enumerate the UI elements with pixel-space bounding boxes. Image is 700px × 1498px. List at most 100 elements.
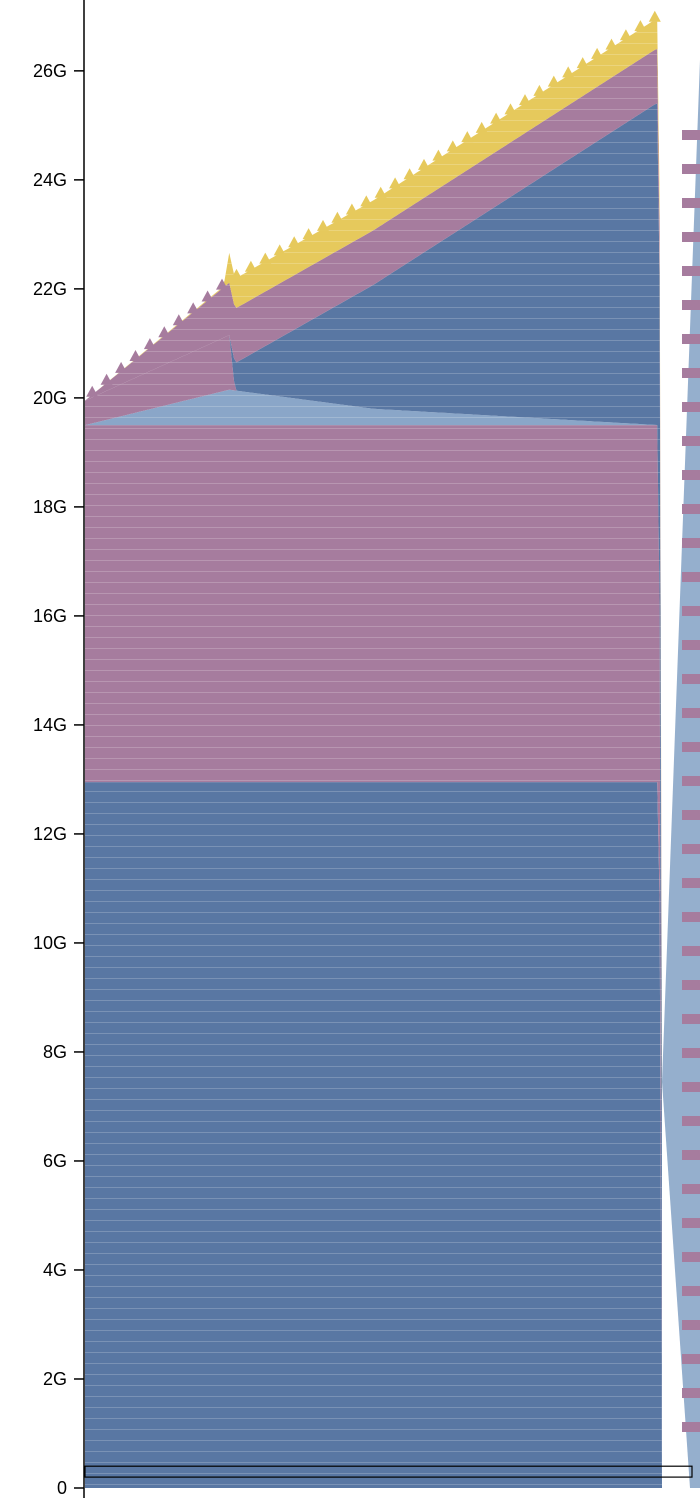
overflow-band	[682, 606, 700, 616]
y-tick-label: 4G	[43, 1260, 67, 1280]
top-spike	[129, 350, 142, 361]
top-spike	[345, 203, 358, 215]
top-spike	[504, 103, 517, 115]
overflow-band	[682, 742, 700, 752]
overflow-band	[682, 1422, 700, 1432]
overflow-band	[682, 232, 700, 242]
y-tick-label: 22G	[33, 279, 67, 299]
top-spike	[591, 47, 604, 59]
top-spike	[619, 29, 632, 41]
overflow-band	[682, 1082, 700, 1092]
overflow-band	[682, 1286, 700, 1296]
plot-area	[85, 10, 662, 1489]
y-tick-label: 6G	[43, 1151, 67, 1171]
top-spike	[302, 228, 315, 240]
top-spike	[86, 385, 99, 397]
top-spike	[115, 361, 128, 373]
overflow-band	[682, 504, 700, 514]
overflow-band	[682, 776, 700, 786]
y-tick-label: 10G	[33, 933, 67, 953]
top-spike	[475, 121, 488, 133]
overflow-band	[682, 1252, 700, 1262]
top-spike	[461, 131, 474, 143]
area-series-0-texture	[85, 782, 662, 1488]
top-spike	[562, 66, 575, 78]
y-tick-label: 14G	[33, 715, 67, 735]
overflow-band	[682, 436, 700, 446]
top-spike	[158, 326, 171, 338]
y-tick-label: 12G	[33, 824, 67, 844]
brush-selection[interactable]	[84, 1465, 693, 1478]
top-spike	[216, 278, 228, 290]
overflow-band	[682, 572, 700, 582]
y-tick-label: 24G	[33, 170, 67, 190]
area-series-5-texture	[85, 48, 662, 1167]
y-tick-label: 18G	[33, 497, 67, 517]
overflow-band	[682, 1150, 700, 1160]
overflow-band	[682, 1048, 700, 1058]
top-spike	[389, 177, 402, 189]
overflow-band	[682, 980, 700, 990]
top-spike	[273, 244, 286, 256]
right-overflow-series	[662, 60, 700, 1488]
top-spike	[100, 373, 113, 385]
overflow-band	[682, 1184, 700, 1194]
overflow-area	[662, 60, 700, 1488]
overflow-band	[682, 1218, 700, 1228]
overflow-band	[682, 538, 700, 548]
y-tick-label: 2G	[43, 1369, 67, 1389]
overflow-band	[682, 1014, 700, 1024]
overflow-band	[682, 1354, 700, 1364]
y-tick-label: 16G	[33, 606, 67, 626]
overflow-band	[682, 810, 700, 820]
top-spike	[187, 302, 200, 314]
top-spike	[259, 252, 272, 264]
area-series-1-texture	[85, 425, 662, 1488]
top-spike	[576, 57, 589, 69]
overflow-band	[682, 198, 700, 208]
top-spike	[533, 84, 546, 96]
top-spike	[201, 290, 214, 302]
overflow-band	[682, 640, 700, 650]
overflow-band	[682, 1116, 700, 1126]
y-tick-label: 20G	[33, 388, 67, 408]
top-spike	[446, 140, 459, 152]
top-spike	[418, 158, 430, 170]
overflow-band	[682, 674, 700, 684]
top-spike	[648, 10, 661, 22]
top-spike	[432, 149, 445, 161]
overflow-band	[682, 1320, 700, 1330]
overflow-band	[682, 470, 700, 480]
overflow-band	[682, 334, 700, 344]
top-spike	[230, 268, 243, 280]
top-spike	[490, 112, 503, 124]
top-spike	[172, 314, 185, 326]
overflow-band	[682, 912, 700, 922]
area-series-4-texture	[85, 103, 662, 1489]
overflow-band	[682, 946, 700, 956]
top-spike	[374, 186, 387, 198]
overflow-band	[682, 300, 700, 310]
y-axis: 0 2G 4G 6G 8G 10G 12G 14G 16G 18G 20G 22G 24G 26G	[33, 0, 85, 1498]
top-spike	[403, 168, 416, 180]
y-tick-label: 0	[57, 1478, 67, 1498]
top-spike	[634, 20, 647, 32]
top-spike	[547, 75, 560, 87]
overflow-band	[682, 164, 700, 174]
overflow-band	[682, 844, 700, 854]
top-spike	[360, 195, 373, 207]
y-tick-label: 26G	[33, 61, 67, 81]
overflow-band	[682, 368, 700, 378]
overflow-band	[682, 266, 700, 276]
top-spike	[244, 260, 257, 272]
overflow-band	[682, 402, 700, 412]
top-spike	[317, 219, 329, 231]
top-spike	[288, 236, 301, 248]
top-spike	[519, 94, 531, 106]
top-spike	[143, 338, 156, 350]
y-tick-label: 8G	[43, 1042, 67, 1062]
overflow-band	[682, 130, 700, 140]
overflow-band	[682, 1388, 700, 1398]
top-spike	[331, 211, 344, 223]
